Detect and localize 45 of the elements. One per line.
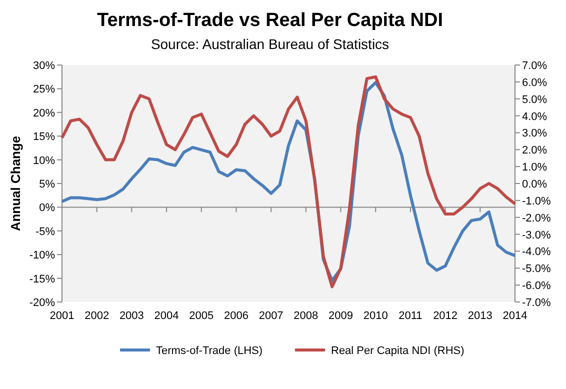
y2-tick-label: -7.0% xyxy=(522,297,551,309)
y2-tick-label: -6.0% xyxy=(522,280,551,292)
y-tick-label: 20% xyxy=(32,107,56,120)
y-tick-label: -20% xyxy=(29,297,56,309)
y-axis-title: Annual Change xyxy=(8,136,23,232)
x-tick-label: 2006 xyxy=(224,310,248,322)
y2-tick-label: -2.0% xyxy=(522,212,551,224)
legend-label: Real Per Capita NDI (RHS) xyxy=(331,345,464,357)
x-tick-label: 2005 xyxy=(189,310,214,322)
y-tick-label: 10% xyxy=(32,154,56,167)
x-tick-label: 2009 xyxy=(328,310,354,322)
x-tick-label: 2002 xyxy=(84,310,110,322)
x-tick-label: 2008 xyxy=(294,310,318,322)
chart-subtitle: Source: Australian Bureau of Statistics xyxy=(150,36,390,52)
x-tick-label: 2001 xyxy=(50,310,74,322)
x-tick-label: 2013 xyxy=(468,310,492,322)
y2-tick-label: 0.0% xyxy=(522,178,548,190)
x-tick-label: 2011 xyxy=(398,310,422,322)
y2-tick-label: 3.0% xyxy=(522,128,548,140)
x-tick-label: 2014 xyxy=(502,310,528,322)
y2-tick-label: -4.0% xyxy=(522,246,551,258)
y2-tick-label: 4.0% xyxy=(522,110,548,123)
y-tick-label: -10% xyxy=(29,250,56,262)
y2-tick-label: -5.0% xyxy=(522,263,551,276)
y2-tick-label: 2.0% xyxy=(522,144,548,157)
y-tick-label: 15% xyxy=(32,131,56,144)
y2-tick-label: 6.0% xyxy=(522,76,548,89)
y-tick-label: 30% xyxy=(32,60,56,72)
y-tick-label: -15% xyxy=(29,273,56,286)
x-tick-label: 2004 xyxy=(154,310,179,322)
y2-tick-label: -3.0% xyxy=(522,229,551,242)
y2-tick-label: 7.0% xyxy=(522,60,548,72)
legend-label: Terms-of-Trade (LHS) xyxy=(156,345,263,357)
y-tick-label: -5% xyxy=(35,226,56,238)
y-tick-label: 5% xyxy=(39,178,56,190)
y2-tick-label: -1.0% xyxy=(522,195,551,208)
y2-tick-label: 5.0% xyxy=(522,94,548,106)
chart-title: Terms-of-Trade vs Real Per Capita NDI xyxy=(97,10,443,31)
x-tick-label: 2007 xyxy=(258,310,284,322)
x-tick-label: 2010 xyxy=(363,310,388,322)
y-tick-label: 25% xyxy=(32,84,56,96)
x-tick-label: 2003 xyxy=(119,310,144,322)
x-tick-label: 2012 xyxy=(433,310,458,322)
y-tick-label: 0% xyxy=(39,202,56,214)
y2-tick-label: 1.0% xyxy=(522,162,548,174)
